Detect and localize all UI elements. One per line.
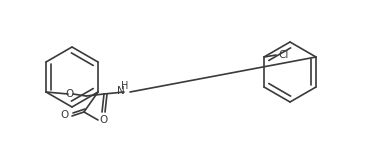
Text: O: O — [65, 89, 73, 99]
Text: O: O — [99, 115, 107, 125]
Text: N: N — [117, 86, 125, 96]
Text: H: H — [121, 81, 129, 91]
Text: Cl: Cl — [279, 50, 289, 60]
Text: O: O — [61, 110, 69, 120]
